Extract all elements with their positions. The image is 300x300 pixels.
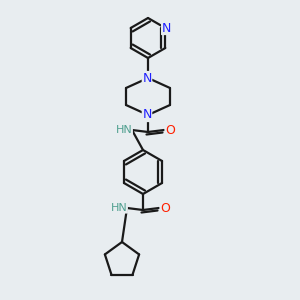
Text: O: O — [160, 202, 170, 215]
Text: N: N — [162, 22, 171, 34]
Text: HN: HN — [116, 125, 132, 135]
Text: O: O — [165, 124, 175, 137]
Text: N: N — [142, 71, 152, 85]
Text: HN: HN — [111, 203, 128, 213]
Text: N: N — [142, 109, 152, 122]
